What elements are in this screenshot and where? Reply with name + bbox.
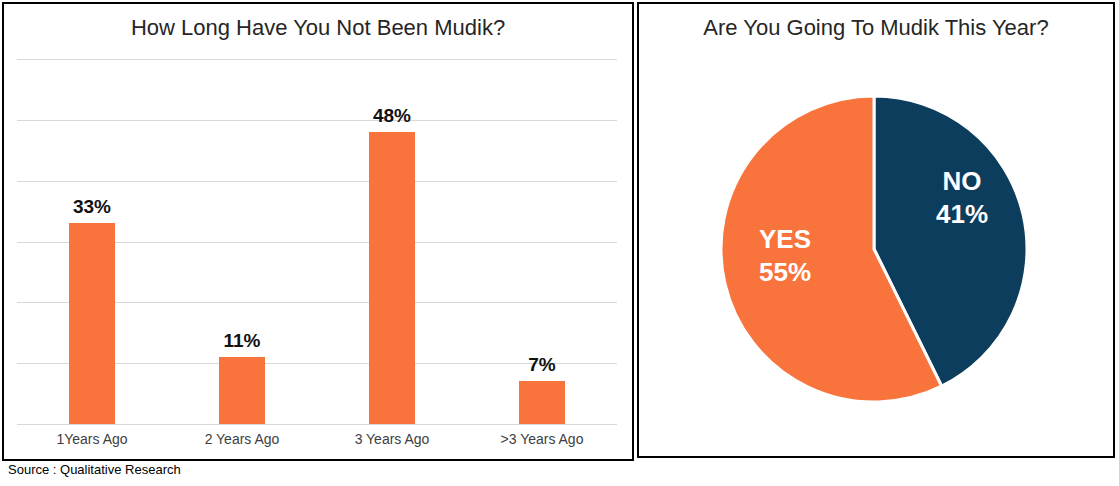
pie-label-no-text: NO [892,165,1032,198]
gridline [17,181,617,182]
bar-value-label: 33% [17,196,167,218]
pie-label-yes-text: YES [715,223,855,256]
bar-value-label: 11% [167,330,317,352]
pie-label-yes: YES 55% [715,223,855,289]
bar-chart-plot: 33% 11% 48% 7% [17,59,617,424]
bar-category-label: 3 Years Ago [317,431,467,447]
pie-label-no-pct: 41% [892,198,1032,231]
infographic-canvas: How Long Have You Not Been Mudik? 33% 11%… [0,0,1119,486]
bar-chart-title: How Long Have You Not Been Mudik? [4,15,632,41]
pie-label-no: NO 41% [892,165,1032,231]
pie-chart-title: Are You Going To Mudik This Year? [639,15,1113,41]
bar-category-label: 2 Years Ago [167,431,317,447]
bar [369,132,415,424]
bar [519,381,565,424]
bar [69,223,115,424]
bar-chart-panel: How Long Have You Not Been Mudik? 33% 11%… [2,2,634,461]
bar-category-label: 1Years Ago [17,431,167,447]
gridline [17,59,617,60]
bar-category-label: >3 Years Ago [467,431,617,447]
pie-chart-panel: Are You Going To Mudik This Year? NO 41%… [637,2,1115,458]
bar-value-label: 48% [317,105,467,127]
bar [219,357,265,424]
source-note: Source : Qualitative Research [8,462,181,477]
bar-category-axis: 1Years Ago2 Years Ago3 Years Ago>3 Years… [17,431,617,447]
gridline [17,424,617,425]
pie-label-yes-pct: 55% [715,256,855,289]
bar-value-label: 7% [467,354,617,376]
